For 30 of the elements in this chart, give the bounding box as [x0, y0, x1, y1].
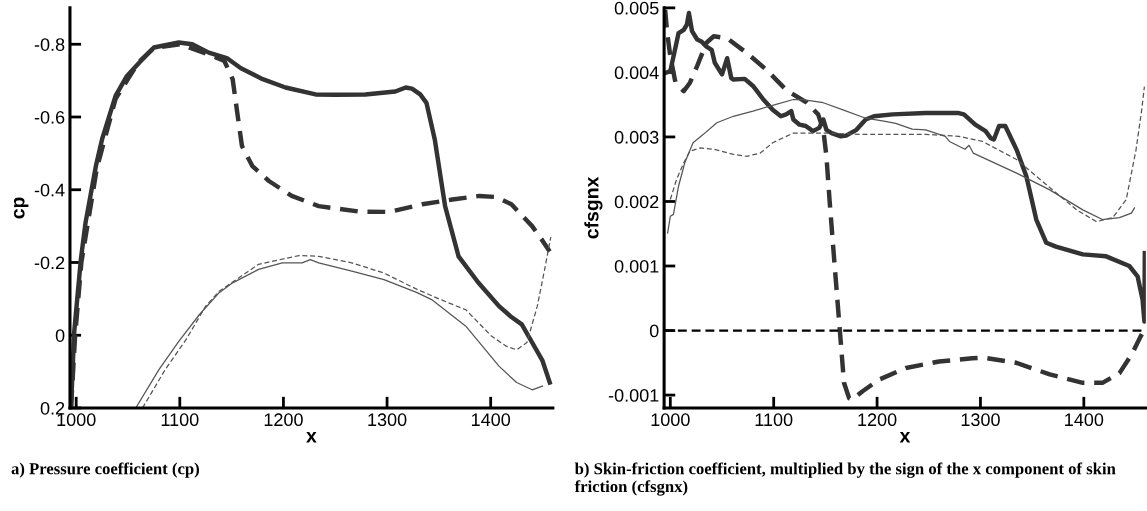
x-tick-label: 1400: [1065, 413, 1104, 427]
x-tick-label: 1100: [161, 413, 199, 427]
y-tick-label: 0.002: [614, 195, 659, 209]
x-tick-label: 1000: [651, 413, 690, 427]
x-tick-label: 1300: [961, 413, 1000, 427]
x-tick-label: 1200: [858, 413, 897, 427]
x-tick-label: 1100: [755, 413, 793, 427]
y-tick-label: -0.2: [34, 256, 65, 270]
x-axis-title: x: [306, 432, 317, 443]
y-tick-label: 0: [55, 329, 65, 342]
y-axis-title: cp: [13, 197, 29, 219]
y-tick-label: 0.2: [40, 401, 65, 415]
y-axis-title: cfsgnx: [584, 176, 603, 239]
text: b) Skin-friction coefficient, multiplied by the sign of the x component of skin friction (cfsgnx): [574, 462, 1116, 496]
x-tick-label: 1200: [264, 413, 303, 427]
y-tick-label: 0.003: [614, 130, 659, 144]
y-tick-label: 0.004: [614, 66, 659, 80]
x-axis-title: x: [899, 432, 911, 443]
text: a) Pressure coefficient (cp): [11, 462, 199, 478]
line-series: [664, 7, 1146, 402]
y-tick-label: 0: [649, 324, 659, 338]
y-tick-label: 0.001: [614, 259, 659, 273]
x-tick-label: 1400: [471, 413, 511, 427]
x-tick-label: 1000: [57, 413, 96, 427]
y-tick-label: -0.6: [34, 110, 65, 124]
y-tick-label: -0.4: [34, 183, 65, 197]
y-tick-label: -0.8: [34, 38, 65, 51]
y-tick-label: -0.001: [608, 389, 659, 402]
y-tick-label: 0.005: [614, 1, 659, 15]
x-tick-label: 1300: [368, 413, 407, 427]
